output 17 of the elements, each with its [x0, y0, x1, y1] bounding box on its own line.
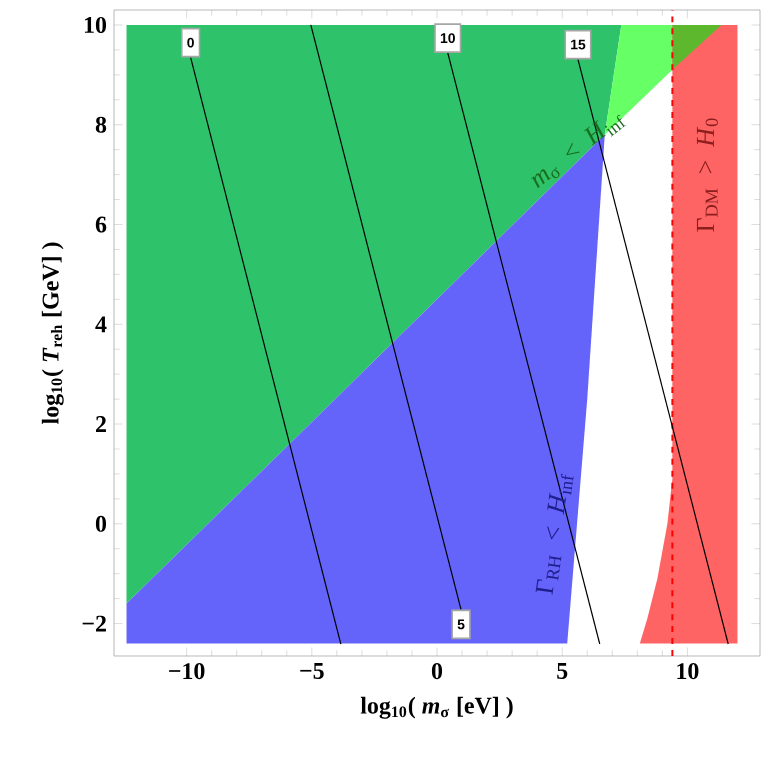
annotation: Γ$_{RH}$ < H$_{inf}$ — [535, 473, 574, 595]
y-tick-label: 8 — [95, 116, 107, 133]
annotation: m$_{σ}$ < H$_{inf}$ — [531, 114, 627, 189]
y-tick-label: 6 — [95, 216, 107, 233]
x-tick-label: 0 — [431, 663, 443, 680]
y-axis-title: log$_{10}$( T$_{reh}$ [GeV] ) — [41, 242, 64, 424]
x-tick-label: −5 — [300, 663, 324, 679]
annotation: Γ$_{DM}$ > H$_{0}$ — [696, 118, 718, 232]
x-tick-label: −10 — [169, 663, 205, 680]
x-tick-label: 5 — [557, 663, 568, 679]
y-tick-label: 0 — [95, 515, 107, 532]
y-tick-label: 4 — [95, 316, 107, 333]
y-tick-label: 2 — [96, 416, 106, 432]
x-axis-title: log$_{10}$( m$_{σ}$ [eV] ) — [360, 696, 513, 719]
y-tick-label: −2 — [82, 615, 106, 632]
y-tick-label: 10 — [84, 16, 107, 34]
x-tick-label: 10 — [677, 663, 699, 680]
